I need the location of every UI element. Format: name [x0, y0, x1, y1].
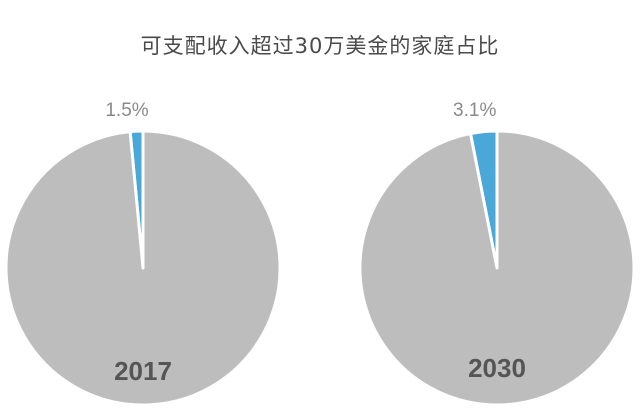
- pie-chart-2030: 3.1% 2030: [358, 100, 636, 407]
- pie-year-label: 2030: [468, 353, 526, 383]
- pie-slice-rest: [4, 129, 282, 407]
- pie-year-label: 2017: [114, 356, 172, 386]
- chart-title: 可支配收入超过30万美金的家庭占比: [140, 34, 500, 58]
- highlight-slice-label: 1.5%: [105, 100, 148, 121]
- pie-slice-rest: [358, 129, 636, 407]
- highlight-slice-label: 3.1%: [453, 100, 496, 121]
- pie-chart-2017: 1.5% 2017: [4, 100, 282, 407]
